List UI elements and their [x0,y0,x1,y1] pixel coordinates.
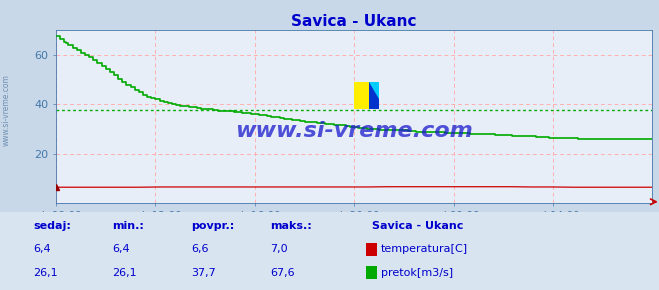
Polygon shape [368,82,379,99]
Bar [368,82,379,109]
Text: 6,4: 6,4 [33,244,51,254]
Text: Savica - Ukanc: Savica - Ukanc [372,221,464,231]
Text: min.:: min.: [112,221,144,231]
Text: www.si-vreme.com: www.si-vreme.com [235,121,473,141]
Text: temperatura[C]: temperatura[C] [381,244,468,254]
Text: povpr.:: povpr.: [191,221,235,231]
Text: sedaj:: sedaj: [33,221,71,231]
Title: Savica - Ukanc: Savica - Ukanc [291,14,417,29]
Text: 67,6: 67,6 [270,268,295,278]
Text: 26,1: 26,1 [33,268,57,278]
Text: www.si-vreme.com: www.si-vreme.com [2,74,11,146]
Text: pretok[m3/s]: pretok[m3/s] [381,268,453,278]
Bar [354,82,368,109]
Text: 37,7: 37,7 [191,268,216,278]
Text: 6,4: 6,4 [112,244,130,254]
Text: maks.:: maks.: [270,221,312,231]
Text: 6,6: 6,6 [191,244,209,254]
Text: 26,1: 26,1 [112,268,136,278]
Text: 7,0: 7,0 [270,244,288,254]
